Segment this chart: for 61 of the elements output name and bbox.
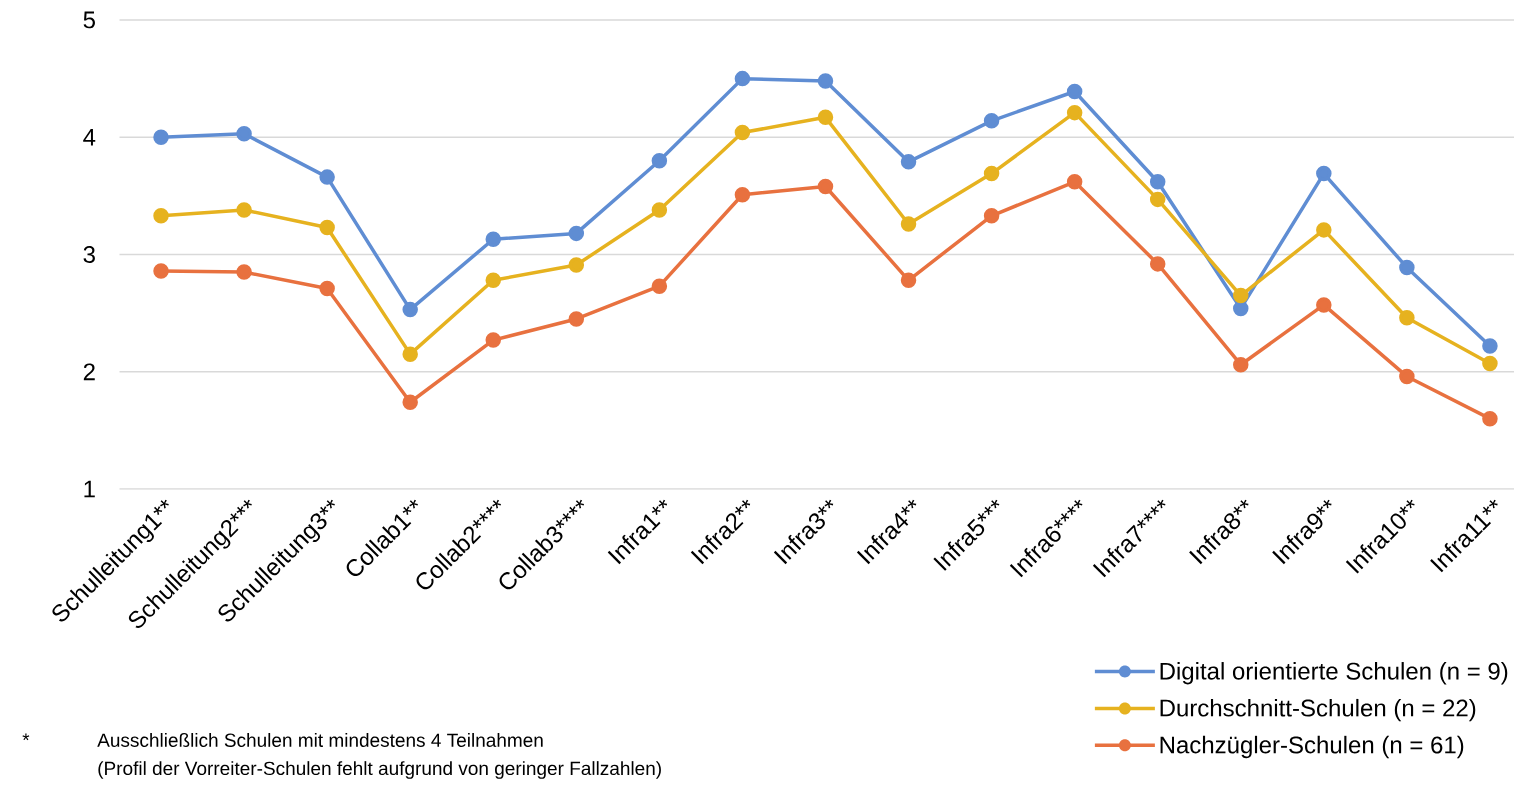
point — [402, 394, 418, 410]
point — [1482, 355, 1498, 372]
point — [485, 332, 501, 348]
point — [1482, 410, 1498, 427]
point — [1233, 356, 1249, 373]
point — [651, 278, 668, 294]
point — [817, 73, 834, 89]
text: Ausschließlich Schulen mit mindestens 4 Teilnahmen — [97, 733, 543, 747]
point — [817, 178, 834, 195]
point — [485, 231, 501, 248]
point — [1066, 83, 1083, 100]
point — [734, 186, 751, 203]
point — [651, 202, 668, 218]
point — [1066, 104, 1083, 121]
point — [236, 202, 252, 218]
point — [568, 225, 585, 242]
text: (Profil der Vorreiter-Schulen fehlt aufgrund von geringer Fallzahlen) — [98, 761, 661, 779]
point — [236, 125, 252, 142]
point — [236, 264, 252, 280]
point — [651, 152, 668, 169]
y-tick-label: 3 — [83, 246, 95, 263]
text: * — [22, 733, 30, 741]
y-tick-label: 4 — [83, 128, 96, 146]
point — [1149, 191, 1166, 208]
point — [817, 109, 834, 126]
point — [1399, 310, 1415, 326]
legend-label: Durchschnitt-Schulen (n = 22) — [1160, 698, 1476, 722]
point — [1482, 338, 1498, 354]
point — [1316, 165, 1332, 182]
legend-label: Digital orientierte Schulen (n = 9) — [1160, 662, 1508, 685]
point — [153, 208, 169, 224]
point — [734, 70, 751, 87]
point — [319, 219, 335, 236]
y-tick-label: 5 — [83, 11, 95, 29]
point — [1316, 297, 1332, 313]
point — [983, 165, 1000, 182]
y-tick-label: 1 — [84, 480, 95, 498]
point — [900, 154, 917, 170]
point — [568, 257, 585, 273]
point — [1316, 222, 1332, 238]
point — [485, 272, 501, 289]
point — [402, 346, 418, 362]
point — [983, 113, 1000, 129]
point — [153, 129, 169, 145]
point — [319, 169, 335, 185]
point — [1399, 259, 1415, 276]
point — [734, 124, 751, 141]
point — [319, 280, 335, 297]
point — [1149, 174, 1166, 190]
y-tick-label: 2 — [83, 363, 95, 381]
legend-label: Nachzügler-Schulen (n = 61) — [1160, 735, 1464, 759]
point — [1066, 174, 1083, 190]
point — [900, 216, 917, 232]
point — [153, 263, 169, 279]
point — [900, 272, 917, 289]
point — [568, 311, 585, 327]
point — [983, 208, 1000, 224]
point — [402, 301, 418, 318]
point — [1399, 368, 1415, 385]
point — [1233, 287, 1249, 304]
point — [1149, 256, 1166, 272]
